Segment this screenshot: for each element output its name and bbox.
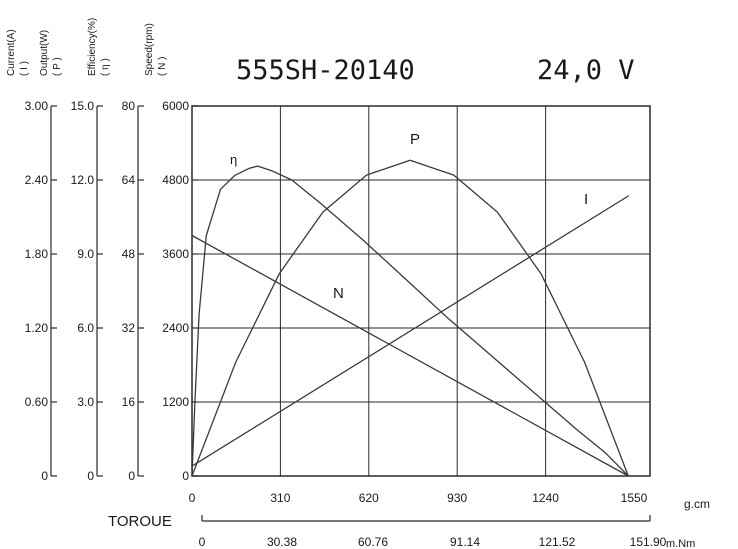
efficiency-axis-symbol: ( η ) bbox=[100, 58, 111, 76]
output-axis-symbol: ( P ) bbox=[52, 57, 63, 76]
current-tick-label: 0 bbox=[41, 469, 48, 483]
series-speed-line bbox=[191, 234, 629, 477]
output-tick-label: 15.0 bbox=[71, 99, 95, 113]
speed-tick-label: 4800 bbox=[162, 173, 189, 187]
x-tick-label-gcm: 310 bbox=[270, 491, 290, 505]
series-label-speed: N bbox=[333, 285, 344, 302]
x-tick-label-mnm: 121.52 bbox=[539, 535, 576, 549]
efficiency-axis-label: Efficiency(%) bbox=[87, 18, 98, 76]
x-tick-label-gcm: 620 bbox=[359, 491, 379, 505]
current-axis-symbol: ( I ) bbox=[19, 61, 30, 76]
speed-tick-label: 1200 bbox=[162, 395, 189, 409]
x-tick-label-gcm: 0 bbox=[189, 491, 196, 505]
output-tick-label: 12.0 bbox=[71, 173, 95, 187]
x-tick-label-mnm: 30.38 bbox=[267, 535, 297, 549]
x-tick-label-gcm: 930 bbox=[447, 491, 467, 505]
series-curves bbox=[191, 159, 629, 477]
x-tick-label-mnm: 151.90 bbox=[630, 535, 667, 549]
speed-axis-label: Speed(rpm) bbox=[144, 23, 155, 76]
chart-subtitle: 24,0 V bbox=[537, 55, 635, 86]
efficiency-tick-label: 48 bbox=[122, 247, 136, 261]
series-current-line bbox=[191, 195, 629, 467]
speed-tick-label: 6000 bbox=[162, 99, 189, 113]
series-efficiency-curve bbox=[191, 165, 629, 477]
current-axis-label: Current(A) bbox=[6, 29, 17, 76]
speed-axis-symbol: ( N ) bbox=[157, 57, 168, 76]
x-axis-title: TOROUE bbox=[108, 513, 172, 530]
plot-grid bbox=[191, 105, 651, 477]
chart-title: 555SH-20140 bbox=[236, 55, 415, 86]
output-tick-label: 9.0 bbox=[77, 247, 94, 261]
x-tick-label-mnm: 60.76 bbox=[358, 535, 388, 549]
efficiency-tick-label: 64 bbox=[122, 173, 136, 187]
series-labels: N I Pη bbox=[230, 131, 588, 302]
speed-tick-label: 0 bbox=[182, 469, 189, 483]
x-unit-mnm: m.Nm bbox=[666, 538, 695, 549]
x-tick-label-mnm: 91.14 bbox=[450, 535, 480, 549]
output-axis-label: Output(W) bbox=[39, 30, 50, 76]
x-unit-gcm: g.cm bbox=[684, 497, 710, 511]
x-axis: 0 310 620 930 1240 1550 g.cm TOROUE 0 30.38 60.76 9… bbox=[108, 491, 710, 549]
series-label-current: I bbox=[584, 191, 588, 208]
series-label-efficiency: η bbox=[230, 152, 237, 167]
speed-tick-label: 2400 bbox=[162, 321, 189, 335]
x-tick-label-gcm: 1240 bbox=[532, 491, 559, 505]
efficiency-tick-label: 80 bbox=[122, 99, 136, 113]
x-tick-label-mnm: 0 bbox=[199, 535, 206, 549]
plot-frame bbox=[191, 105, 651, 477]
series-output-curve bbox=[191, 159, 629, 477]
efficiency-tick-label: 16 bbox=[122, 395, 136, 409]
series-label-output: P bbox=[410, 131, 420, 148]
current-tick-label: 1.20 bbox=[25, 321, 49, 335]
efficiency-tick-label: 32 bbox=[122, 321, 136, 335]
current-tick-label: 3.00 bbox=[25, 99, 49, 113]
current-tick-label: 0.60 bbox=[25, 395, 49, 409]
efficiency-tick-label: 0 bbox=[128, 469, 135, 483]
speed-tick-label: 3600 bbox=[162, 247, 189, 261]
output-tick-label: 6.0 bbox=[77, 321, 94, 335]
current-tick-label: 1.80 bbox=[25, 247, 49, 261]
output-tick-label: 3.0 bbox=[77, 395, 94, 409]
current-tick-label: 2.40 bbox=[25, 173, 49, 187]
x-tick-label-gcm: 1550 bbox=[621, 491, 648, 505]
output-tick-label: 0 bbox=[87, 469, 94, 483]
